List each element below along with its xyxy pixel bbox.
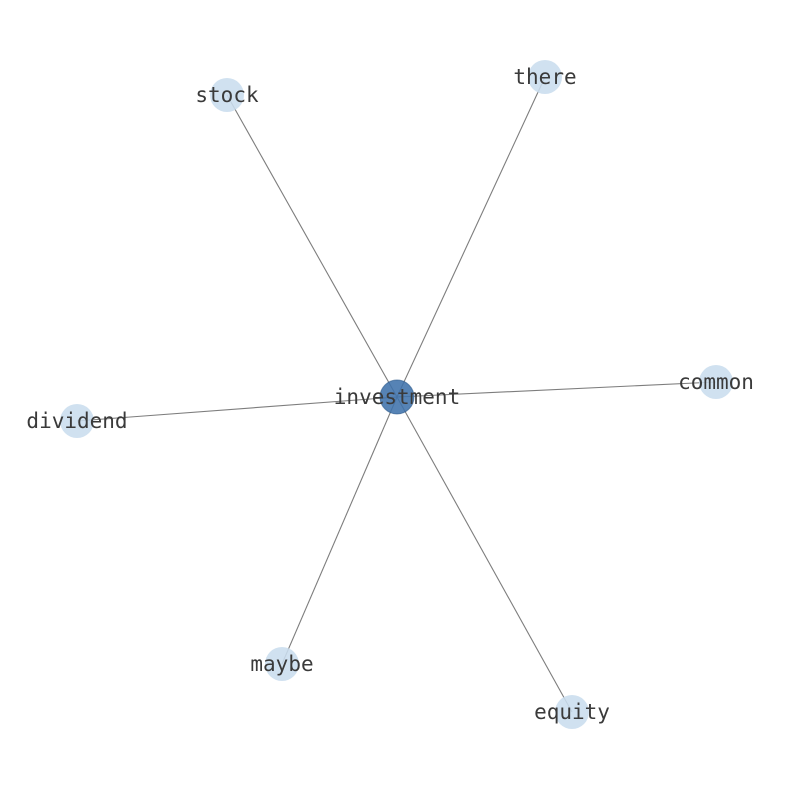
nodes-layer (60, 60, 733, 729)
graph-node-stock[interactable] (210, 78, 244, 112)
graph-node-maybe[interactable] (265, 647, 299, 681)
graph-node-dividend[interactable] (60, 404, 94, 438)
graph-edge-investment-equity (396, 396, 573, 713)
graph-node-investment[interactable] (379, 379, 415, 415)
graph-edge-investment-maybe (281, 396, 398, 665)
graph-edge-investment-common (396, 381, 717, 398)
graph-edge-investment-there (396, 76, 546, 398)
graph-node-equity[interactable] (555, 695, 589, 729)
edges-layer (76, 76, 717, 713)
graph-node-there[interactable] (528, 60, 562, 94)
graph-node-common[interactable] (699, 365, 733, 399)
graph-edge-investment-dividend (76, 396, 398, 422)
graph-edge-investment-stock (226, 94, 398, 398)
